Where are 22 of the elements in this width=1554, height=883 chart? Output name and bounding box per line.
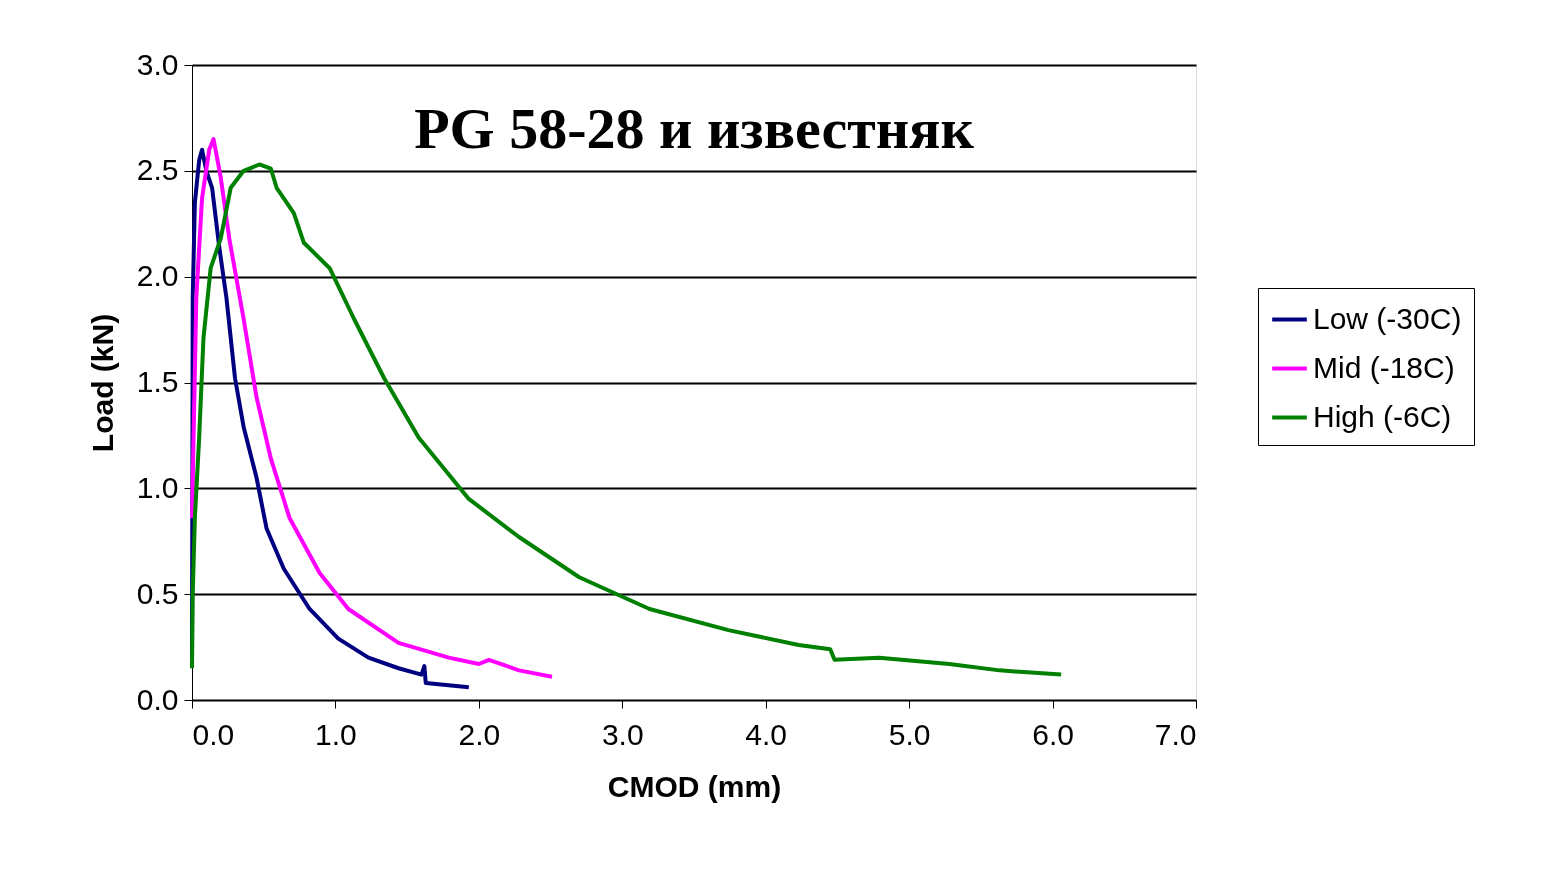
- y-tick-label: 3.0: [136, 47, 179, 81]
- line-series: [190, 162, 1064, 677]
- x-tick-label: 5.0: [888, 717, 931, 751]
- legend-label: Low (-30C): [1313, 301, 1462, 335]
- y-tick-label: 0.0: [136, 682, 179, 716]
- legend-label: High (-6C): [1313, 399, 1452, 433]
- y-tick-label: 2.0: [136, 259, 179, 293]
- x-tick-label: 4.0: [745, 717, 788, 751]
- text: PG 58-28 и известняк: [414, 96, 975, 161]
- x-tick-label: 2.0: [458, 717, 501, 751]
- x-tick-label: 1.0: [315, 717, 357, 751]
- x-tick-label: 6.0: [1032, 717, 1074, 751]
- y-tick-label: 1.0: [136, 470, 179, 504]
- y-tick-label: 1.5: [136, 365, 179, 398]
- x-tick-label: 7.0: [1154, 717, 1197, 751]
- x-tick-label: 3.0: [601, 717, 644, 751]
- y-axis-title: Load (kN): [85, 313, 119, 453]
- y-tick-label: 2.5: [136, 153, 179, 187]
- y-tick-label: 0.5: [136, 576, 179, 610]
- legend-label: Mid (-18C): [1313, 350, 1455, 384]
- x-axis-title: CMOD (mm): [607, 769, 782, 803]
- x-tick-label: 0.0: [192, 717, 235, 751]
